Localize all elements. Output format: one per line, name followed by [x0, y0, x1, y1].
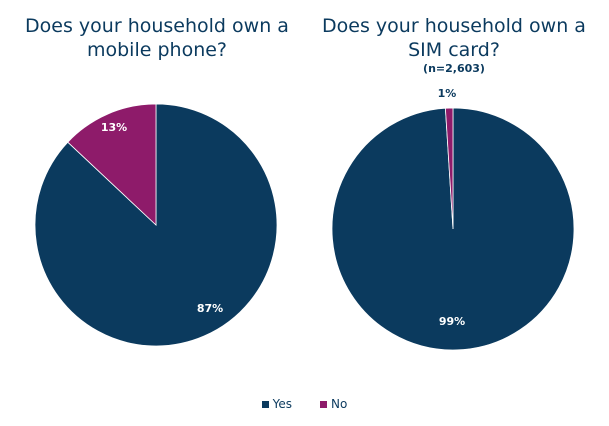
legend-swatch-yes [261, 400, 269, 408]
chart-1-title: Does your household own a mobile phone? [25, 15, 289, 61]
pie-2-label-yes: 99% [439, 315, 465, 328]
legend: Yes No [0, 397, 609, 411]
legend-item-yes: Yes [261, 397, 293, 411]
chart-2-title: Does your household own a SIM card? [322, 15, 586, 61]
pie-1-label-yes: 87% [197, 302, 223, 315]
pie-2-label-no: 1% [438, 87, 457, 100]
chart-2-subtitle: (n=2,603) [423, 62, 485, 75]
legend-item-no: No [320, 397, 347, 411]
pie-1-label-no: 13% [101, 121, 127, 134]
legend-label-yes: Yes [272, 397, 293, 411]
pie-2-slice-no [444, 107, 454, 230]
pie-1-slice-no [67, 103, 157, 226]
legend-label-no: No [331, 397, 348, 411]
legend-swatch-no [320, 400, 328, 408]
